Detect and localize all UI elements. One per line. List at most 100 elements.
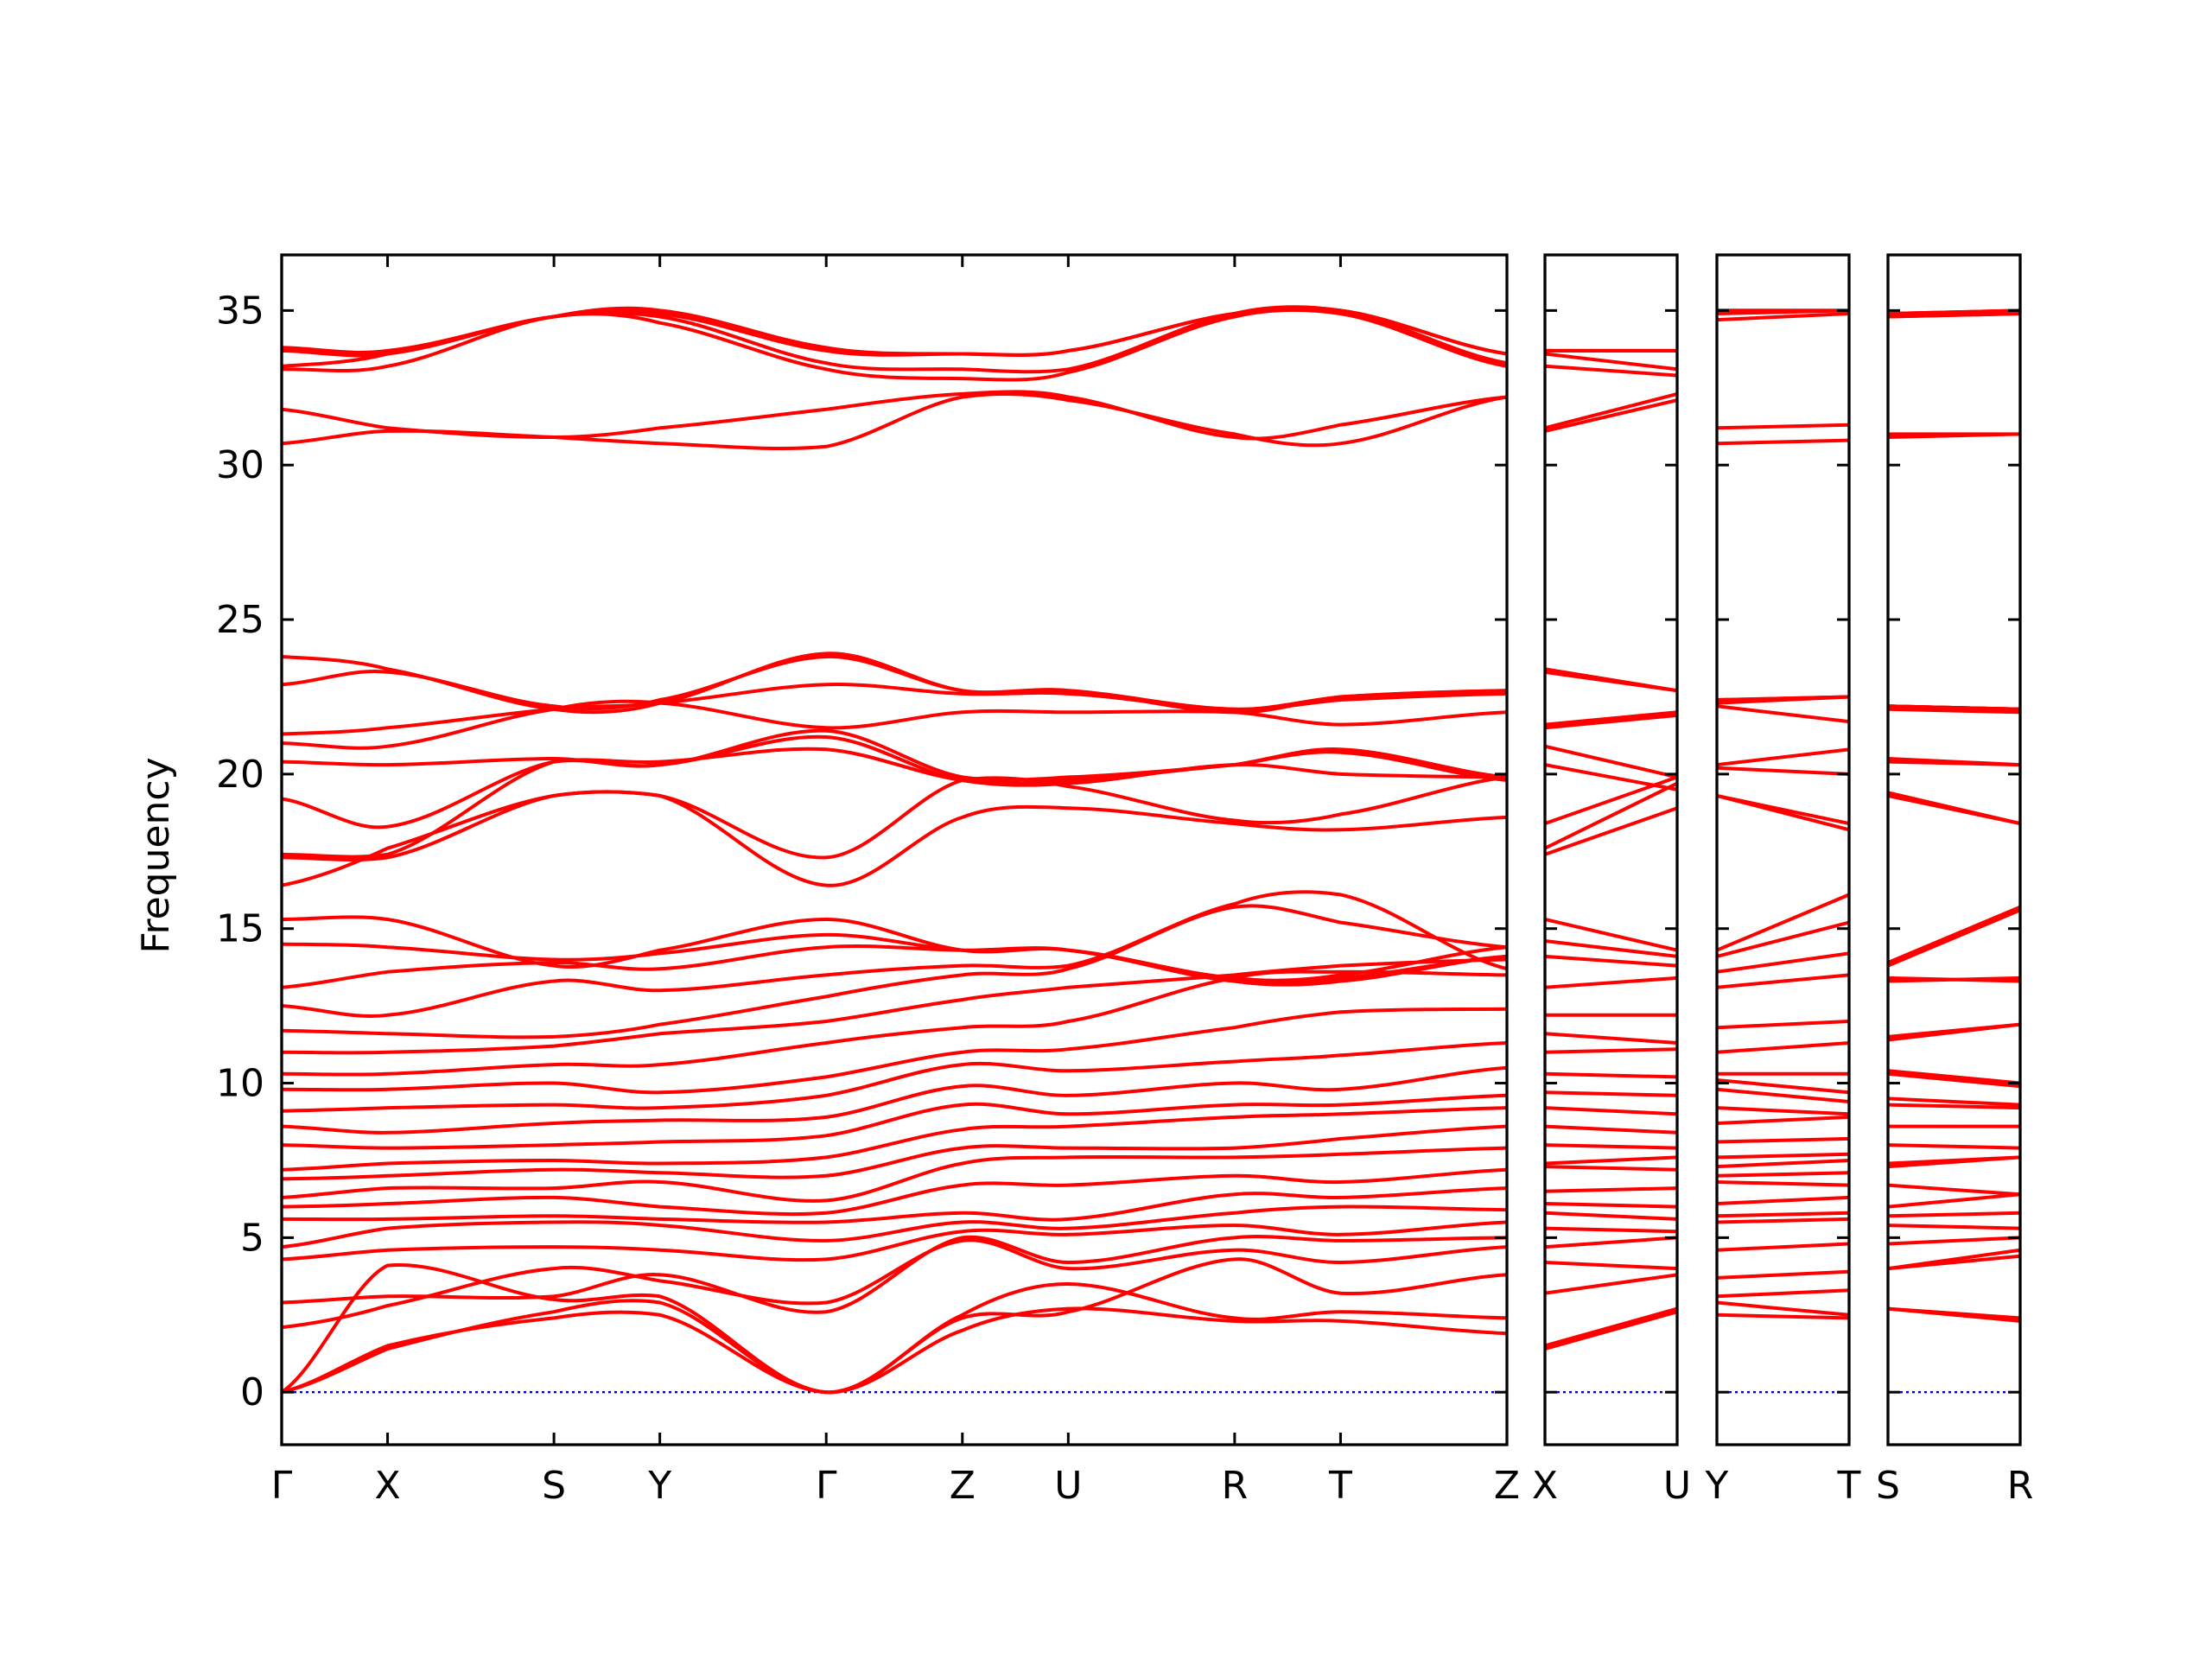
phonon-band-line [1888, 1096, 2020, 1107]
x-tick-label: R [2007, 1464, 2034, 1508]
phonon-band-line [1545, 667, 1677, 693]
phonon-band-line [1888, 704, 2020, 711]
x-tick-label: U [1663, 1464, 1691, 1508]
x-tick-label: Γ [271, 1464, 293, 1508]
y-tick-label: 0 [240, 1370, 264, 1414]
phonon-band-line [282, 1281, 1507, 1395]
phonon-band-line [1545, 1202, 1677, 1209]
phonon-band-line [1545, 781, 1677, 850]
phonon-band-line [1545, 1071, 1677, 1079]
plot-frame [280, 253, 1509, 1446]
phonon-band-line [282, 682, 1507, 736]
phonon-band-line [1545, 1106, 1677, 1116]
phonon-band-line [282, 904, 1507, 1039]
phonon-band-line [1717, 1171, 1849, 1178]
phonon-band-line [1545, 398, 1677, 433]
phonon-band-line [1717, 793, 1849, 826]
phonon-band-line [1717, 704, 1849, 724]
band-panel: 0 5 10 15 20 25 30 35 Γ X S Y Γ Z U R T Z [216, 253, 1520, 1508]
phonon-band-line [1717, 1159, 1849, 1169]
phonon-band-line [1717, 1242, 1849, 1252]
phonon-band-line [1545, 1211, 1677, 1221]
y-tick-label: 35 [216, 289, 264, 333]
phonon-band-line [1545, 352, 1677, 372]
phonon-band-line [1888, 312, 2020, 319]
phonon-band-line [1717, 747, 1849, 767]
phonon-band-line [282, 1205, 1507, 1249]
phonon-band-line [282, 1146, 1507, 1203]
phonon-band-line [1888, 1155, 2020, 1166]
phonon-band-line [282, 308, 1507, 382]
phonon-band-line [1717, 1217, 1849, 1224]
phonon-band-line [282, 1065, 1507, 1135]
phonon-band-line [1717, 1041, 1849, 1054]
x-tick-label: Γ [816, 1464, 837, 1508]
phonon-band-line [1545, 713, 1677, 730]
y-tick-label: 30 [216, 443, 264, 487]
phonon-band-line [1717, 1211, 1849, 1218]
phonon-band-line [1717, 973, 1849, 989]
phonon-band-line [282, 305, 1507, 358]
phonon-band-line [1545, 1310, 1677, 1351]
phonon-band-line [1888, 1071, 2020, 1089]
y-tick-label: 5 [240, 1216, 264, 1260]
phonon-band-line [282, 390, 1507, 441]
phonon-band-line [282, 1007, 1507, 1095]
x-tick-label: S [542, 1464, 566, 1508]
phonon-band-line [282, 932, 1507, 982]
x-tick-label: Z [1494, 1464, 1520, 1508]
phonon-band-line [1717, 1288, 1849, 1299]
phonon-band-line [282, 1041, 1507, 1113]
phonon-band-line [1545, 744, 1677, 779]
phonon-band-line [1888, 908, 2020, 968]
phonon-band-line [1717, 766, 1849, 776]
phonon-band-line [1545, 918, 1677, 952]
x-tick-label: T [1837, 1464, 1861, 1508]
phonon-band-line [1888, 1069, 2020, 1085]
phonon-band-line [282, 1093, 1507, 1150]
y-tick-label: 15 [216, 907, 264, 951]
phonon-band-line [1888, 1224, 2020, 1230]
phonon-band-line [282, 652, 1507, 715]
x-tick-label: U [1054, 1464, 1082, 1508]
phonon-band-line [282, 699, 1507, 750]
phonon-band-line [1888, 1248, 2020, 1271]
y-tick-label: 25 [216, 598, 264, 642]
x-tick-label: X [374, 1464, 400, 1508]
phonon-band-line [1888, 1236, 2020, 1246]
phonon-band-line [1545, 1047, 1677, 1054]
phonon-band-line [1545, 1165, 1677, 1172]
phonon-band-line [1717, 1106, 1849, 1116]
phonon-band-line [1888, 1306, 2020, 1320]
x-tick-label: T [1328, 1464, 1352, 1508]
phonon-band-line [1545, 1124, 1677, 1135]
phonon-band-line [282, 969, 1507, 1077]
phonon-band-line [1888, 757, 2020, 767]
phonon-band-line [1717, 438, 1849, 446]
phonon-band-line [282, 1220, 1507, 1262]
x-tick-label: Y [1705, 1464, 1729, 1508]
x-tick-label: Y [647, 1464, 671, 1508]
phonon-band-line [1888, 308, 2020, 315]
phonon-band-line [282, 305, 1507, 358]
phonon-band-line [1545, 364, 1677, 378]
phonon-band-line [282, 1106, 1507, 1172]
phonon-band-line [1545, 1236, 1677, 1249]
phonon-band-line [1545, 806, 1677, 856]
phonon-band-line [282, 775, 1507, 862]
phonon-band-line [1717, 1078, 1849, 1095]
phonon-band-line [1717, 1195, 1849, 1205]
phonon-band-line [282, 305, 1507, 374]
phonon-band-line [1717, 312, 1849, 322]
phonon-band-line [282, 1257, 1507, 1395]
phonon-band-line [282, 1124, 1507, 1181]
phonon-band-line [282, 915, 1507, 986]
x-tick-label: Z [950, 1464, 976, 1508]
phonon-band-line [282, 890, 1507, 1018]
phonon-band-line [1545, 1261, 1677, 1271]
phonon-band-line [1717, 1152, 1849, 1160]
phonon-band-line [1888, 791, 2020, 826]
phonon-band-line [1717, 1136, 1849, 1144]
y-axis-title: Frequency [134, 757, 178, 953]
